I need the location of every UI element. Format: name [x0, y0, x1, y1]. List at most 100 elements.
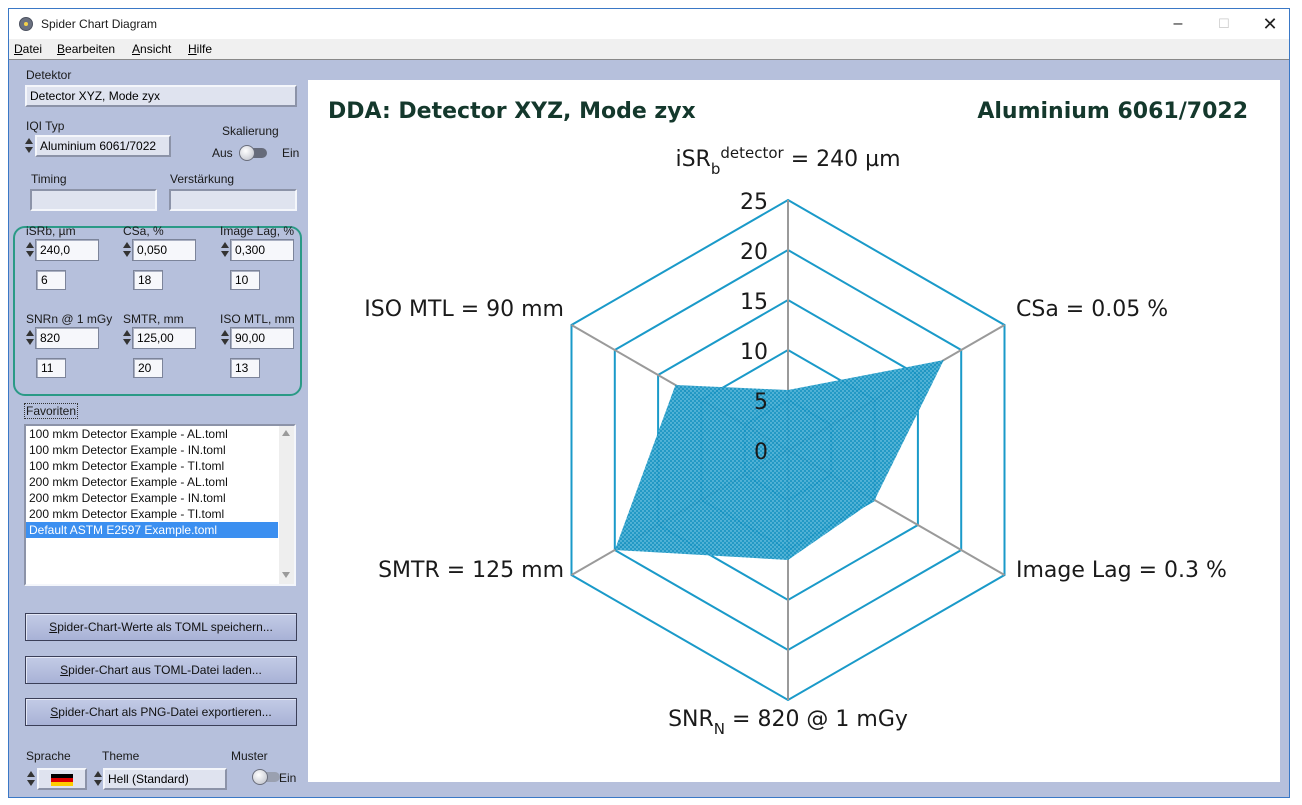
smtr-spinner-icon[interactable] [122, 327, 132, 349]
favoriten-item[interactable]: 200 mkm Detector Example - AL.toml [29, 475, 228, 489]
skalierung-toggle[interactable] [239, 145, 267, 161]
spider-chart-panel: DDA: Detector XYZ, Mode zyx Aluminium 60… [308, 80, 1280, 782]
snrn-index[interactable]: 11 [36, 358, 66, 378]
menu-hilfe-rest: ilfe [196, 42, 213, 56]
export-png-mnemonic: S [50, 705, 59, 719]
isrb-input[interactable]: 240,0 [35, 239, 99, 261]
sprache-select[interactable] [37, 768, 87, 790]
flag-stripe-black [51, 774, 73, 778]
axis-label-superscript: detector [720, 144, 784, 162]
isrb-spinner-icon[interactable] [25, 239, 35, 261]
detektor-field[interactable]: Detector XYZ, Mode zyx [25, 85, 297, 107]
param-label-imagelag: Image Lag, % [220, 224, 295, 238]
axis-label-main: ISO MTL = 90 mm [364, 297, 564, 322]
menu-bearbeiten-rest: earbeiten [65, 42, 116, 56]
export-png-button[interactable]: Spider-Chart als PNG-Datei exportieren..… [25, 698, 297, 726]
favoriten-scrollbar[interactable] [279, 426, 294, 584]
radar-tick-label: 0 [754, 440, 768, 465]
favoriten-item[interactable]: Default ASTM E2597 Example.toml [26, 522, 278, 538]
timing-field[interactable] [30, 189, 157, 211]
flag-stripe-red [51, 778, 73, 782]
save-toml-mnemonic: S [49, 620, 58, 634]
radar-axis-label: iSRbdetector = 240 µm [675, 144, 900, 178]
axis-label-rest: = 820 @ 1 mGy [725, 707, 908, 732]
imagelag-spinner-icon[interactable] [220, 239, 230, 261]
radar-tick-labels: 0 5 10 15 20 25 [740, 190, 768, 465]
menu-datei[interactable]: Datei [14, 42, 43, 56]
favoriten-item[interactable]: 100 mkm Detector Example - AL.toml [29, 427, 228, 441]
window-title: Spider Chart Diagram [41, 17, 158, 31]
menu-bar: Datei Bearbeiten Ansicht Hilfe [9, 39, 1289, 60]
scroll-up-icon[interactable] [282, 430, 290, 436]
close-button[interactable]: ✕ [1262, 14, 1278, 34]
isrb-index[interactable]: 6 [36, 270, 66, 290]
radar-tick-label: 25 [740, 190, 768, 215]
iqi-spinner-icon[interactable] [24, 135, 34, 157]
smtr-index[interactable]: 20 [133, 358, 163, 378]
param-label-smtr: SMTR, mm [123, 312, 184, 326]
menu-ansicht-rest: nsicht [140, 42, 172, 56]
favoriten-item[interactable]: 200 mkm Detector Example - TI.toml [29, 507, 225, 521]
maximize-button[interactable]: ☐ [1218, 16, 1230, 31]
muster-toggle-knob [252, 769, 268, 785]
favoriten-item[interactable]: 200 mkm Detector Example - IN.toml [29, 491, 226, 505]
spider-chart: DDA: Detector XYZ, Mode zyx Aluminium 60… [328, 99, 1248, 738]
smtr-input[interactable]: 125,00 [132, 327, 196, 349]
radar-axis-label: ISO MTL = 90 mm [364, 297, 564, 322]
menu-ansicht[interactable]: Ansicht [132, 42, 172, 56]
radiation-app-icon [19, 17, 33, 31]
theme-spinner-icon[interactable] [93, 768, 103, 790]
axis-label-subscript: N [714, 720, 725, 738]
timing-label: Timing [31, 172, 67, 186]
param-label-csa: CSa, % [123, 224, 164, 238]
iqi-select[interactable]: Aluminium 6061/7022 [35, 135, 171, 157]
csa-index[interactable]: 18 [133, 270, 163, 290]
skalierung-on-label: Ein [282, 146, 300, 160]
radar-axis-label: Image Lag = 0.3 % [1016, 558, 1227, 583]
load-toml-label: pider-Chart aus TOML-Datei laden... [68, 663, 262, 677]
menu-hilfe[interactable]: Hilfe [188, 42, 213, 56]
theme-select[interactable]: Hell (Standard) [103, 768, 227, 790]
imagelag-input[interactable]: 0,300 [230, 239, 294, 261]
sprache-label: Sprache [26, 749, 71, 763]
verstaerkung-field[interactable] [169, 189, 297, 211]
muster-label: Muster [231, 749, 268, 763]
sprache-spinner-icon[interactable] [26, 768, 36, 790]
isomtl-index[interactable]: 13 [230, 358, 260, 378]
control-panel: Detektor Detector XYZ, Mode zyx IQI Typ … [9, 60, 306, 797]
radar-data-area [614, 360, 944, 560]
iqi-label: IQI Typ [26, 119, 65, 133]
imagelag-index[interactable]: 10 [230, 270, 260, 290]
menu-datei-rest: atei [22, 42, 43, 56]
csa-input[interactable]: 0,050 [132, 239, 196, 261]
muster-toggle[interactable] [252, 769, 280, 785]
favoriten-item[interactable]: 100 mkm Detector Example - IN.toml [29, 443, 226, 457]
favoriten-list[interactable]: 100 mkm Detector Example - AL.toml 100 mk… [24, 424, 296, 586]
radar-axis-label: SNRN = 820 @ 1 mGy [668, 707, 908, 738]
param-label-snrn: SNRn @ 1 mGy [26, 312, 113, 326]
favoriten-item[interactable]: 100 mkm Detector Example - TI.toml [29, 459, 225, 473]
verstaerkung-label: Verstärkung [170, 172, 235, 186]
menu-bearbeiten[interactable]: Bearbeiten [57, 42, 116, 56]
load-toml-button[interactable]: Spider-Chart aus TOML-Datei laden... [25, 656, 297, 684]
axis-label-rest: = 240 µm [784, 147, 901, 172]
save-toml-label: pider-Chart-Werte als TOML speichern... [57, 620, 273, 634]
param-label-isomtl: ISO MTL, mm [220, 312, 295, 326]
snrn-input[interactable]: 820 [35, 327, 99, 349]
isomtl-spinner-icon[interactable] [220, 327, 230, 349]
snrn-spinner-icon[interactable] [25, 327, 35, 349]
skalierung-off-label: Aus [212, 146, 233, 160]
isomtl-input[interactable]: 90,00 [230, 327, 294, 349]
favoriten-items: 100 mkm Detector Example - AL.toml 100 mk… [26, 426, 294, 538]
title-bar[interactable]: Spider Chart Diagram – ☐ ✕ [9, 9, 1289, 39]
minimize-button[interactable]: – [1173, 15, 1183, 32]
axis-label-subscript: b [711, 160, 721, 178]
save-toml-button[interactable]: Spider-Chart-Werte als TOML speichern... [25, 613, 297, 641]
radar-series [614, 359, 944, 561]
scroll-down-icon[interactable] [282, 572, 290, 578]
radar-tick-label: 20 [740, 240, 768, 265]
radar-axis-labels: iSRbdetector = 240 µm CSa = 0.05 % Image L… [364, 144, 1227, 738]
axis-label-main: SMTR = 125 mm [378, 558, 564, 583]
radar-axis-label: CSa = 0.05 % [1016, 297, 1168, 322]
csa-spinner-icon[interactable] [122, 239, 132, 261]
